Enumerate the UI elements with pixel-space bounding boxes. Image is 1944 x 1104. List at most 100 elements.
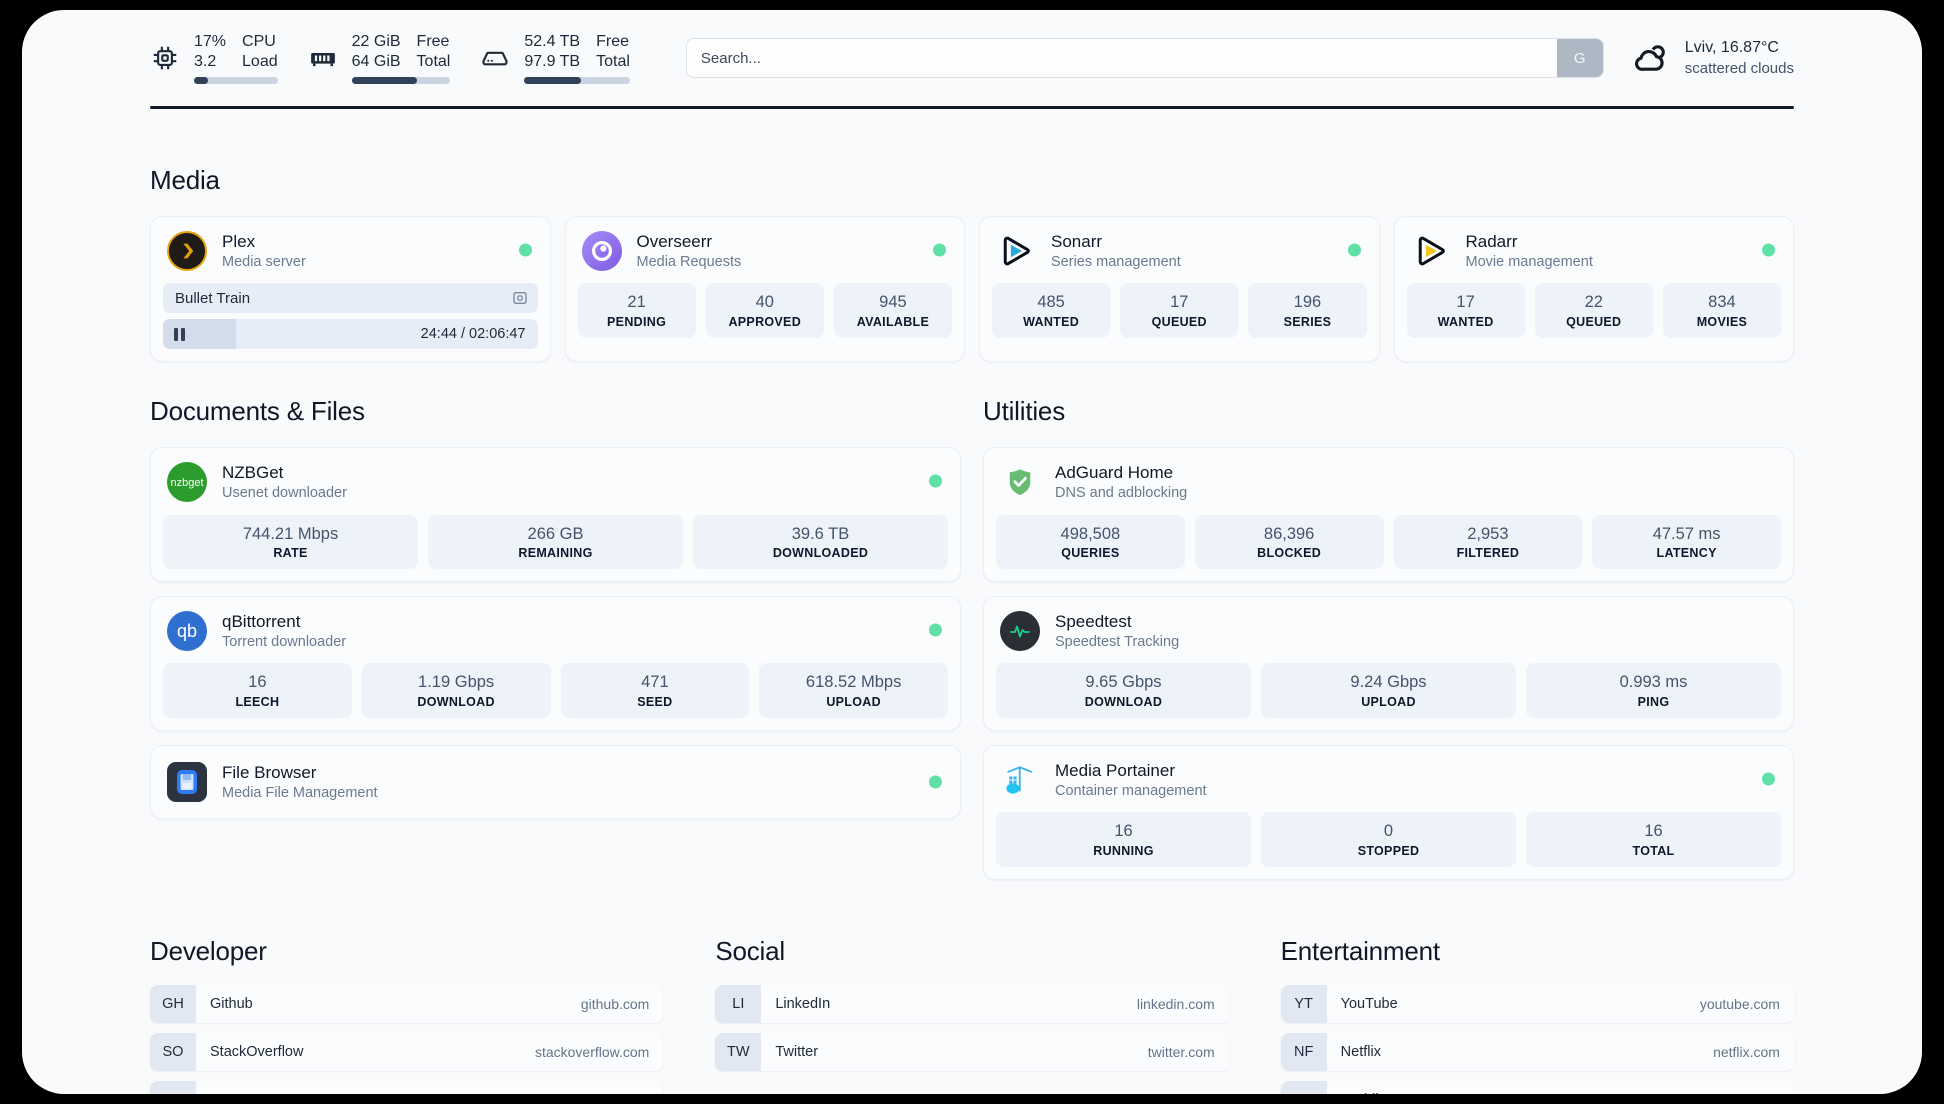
stat-tile: 2,953 FILTERED — [1393, 514, 1583, 570]
bookmark-host: github.com — [580, 995, 650, 1012]
playback-progress-bar[interactable]: 24:44 / 02:06:47 — [163, 319, 538, 350]
cpu-values: 17% 3.2 — [194, 32, 226, 71]
stat-label: SEED — [637, 694, 673, 709]
documents-section: Documents & Files nzbget NZBGet Usenet d… — [150, 396, 961, 879]
bookmark-item[interactable]: RE Reddit reddit.com — [1280, 1080, 1794, 1095]
card-stats: 16 RUNNING 0 STOPPED 16 TOTAL — [984, 812, 1793, 878]
service-desc: Media Requests — [636, 253, 742, 270]
bookmarks-area: Developer GH Github github.com SO StackO… — [22, 935, 1922, 1095]
card-header: AdGuard Home DNS and adblocking — [984, 448, 1793, 514]
stat-value: 9.24 Gbps — [1350, 673, 1427, 692]
bookmark-item[interactable]: NF Netflix netflix.com — [1280, 1032, 1794, 1071]
bookmark-item[interactable]: GH Github github.com — [150, 984, 664, 1023]
status-indicator-online — [518, 243, 532, 257]
stat-value: 834 — [1708, 293, 1736, 312]
service-card-sonarr[interactable]: Sonarr Series management 485 WANTED 17 Q… — [979, 216, 1380, 363]
stat-tile: 40 APPROVED — [705, 283, 824, 338]
card-stats: 21 PENDING 40 APPROVED 945 AVAILABLE — [566, 283, 965, 349]
service-card-portainer[interactable]: Media Portainer Container management 16 … — [983, 744, 1794, 880]
bookmark-host: linkedin.com — [1136, 995, 1215, 1012]
bookmark-name: Twitter — [775, 1043, 819, 1060]
stat-tile: 0 STOPPED — [1261, 812, 1516, 867]
search-bar[interactable]: G — [685, 38, 1604, 78]
service-name: File Browser — [222, 762, 317, 782]
search-engine-button[interactable]: G — [1556, 39, 1603, 77]
qbittorrent-logo: qb — [167, 611, 207, 652]
cpu-labels: CPU Load — [242, 32, 278, 71]
service-card-plex[interactable]: Plex Media server Bullet Train 24:44 / 0… — [150, 216, 551, 363]
ram-icon — [308, 43, 338, 73]
memory-label-top: Free — [416, 32, 450, 50]
bookmark-item[interactable]: SO StackOverflow stackoverflow.com — [150, 1032, 664, 1071]
bookmark-badge: RE — [1280, 1080, 1327, 1094]
memory-free: 22 GiB — [351, 32, 401, 50]
memory-stat-body: 22 GiB 64 GiB Free Total — [351, 32, 451, 85]
pause-icon[interactable] — [174, 327, 185, 341]
documents-section-title: Documents & Files — [150, 396, 365, 427]
stat-tile: 471 SEED — [560, 663, 750, 718]
cast-icon[interactable] — [512, 290, 528, 306]
bookmark-name: YouTube — [1340, 995, 1398, 1012]
status-indicator-online — [1347, 243, 1361, 257]
stat-tile: 9.24 Gbps UPLOAD — [1261, 663, 1516, 718]
service-card-adguard[interactable]: AdGuard Home DNS and adblocking 498,508 … — [983, 447, 1794, 583]
bookmark-host: reddit.com — [1715, 1081, 1794, 1095]
stat-tile: 16 RUNNING — [996, 812, 1251, 867]
adguard-logo — [1000, 462, 1040, 502]
service-card-overseerr[interactable]: Overseerr Media Requests 21 PENDING 40 A… — [564, 216, 965, 363]
bookmark-name: Github — [210, 995, 253, 1012]
service-desc: Torrent downloader — [222, 633, 347, 650]
stat-label: DOWNLOAD — [417, 694, 495, 709]
service-card-radarr[interactable]: Radarr Movie management 17 WANTED 22 QUE… — [1393, 216, 1794, 363]
bookmark-badge: LI — [715, 984, 762, 1023]
stat-value: 22 — [1584, 293, 1603, 312]
service-desc: Container management — [1055, 782, 1207, 799]
service-card-qbittorrent[interactable]: qb qBittorrent Torrent downloader 16 LEE… — [150, 596, 961, 731]
stat-label: UPLOAD — [1361, 694, 1416, 709]
stat-label: AVAILABLE — [856, 314, 930, 329]
service-name: Media Portainer — [1055, 760, 1176, 780]
disk-label-bottom: Total — [596, 52, 630, 70]
plex-logo — [167, 231, 207, 272]
stat-value: 16 — [1644, 822, 1663, 841]
service-desc: Movie management — [1465, 253, 1593, 270]
disk-labels: Free Total — [596, 32, 630, 71]
service-card-speedtest[interactable]: Speedtest Speedtest Tracking 9.65 Gbps D… — [983, 596, 1794, 731]
stat-value: 471 — [641, 673, 669, 692]
utilities-section-title: Utilities — [983, 396, 1065, 427]
speedtest-logo — [1000, 611, 1040, 652]
card-header: Media Portainer Container management — [984, 746, 1793, 812]
stat-value: 744.21 Mbps — [242, 524, 339, 543]
bookmark-group-title: Social — [715, 935, 785, 966]
disk-label-top: Free — [596, 32, 629, 50]
stat-tile: 0.993 ms PING — [1526, 663, 1781, 718]
cpu-label-bottom: Load — [242, 52, 278, 70]
stat-tile: 834 MOVIES — [1662, 283, 1782, 338]
card-stats: 744.21 Mbps RATE 266 GB REMAINING 39.6 T… — [151, 514, 960, 581]
stat-tile: 744.21 Mbps RATE — [163, 514, 418, 570]
service-desc: Usenet downloader — [222, 485, 347, 502]
bookmark-group-developer: Developer GH Github github.com SO StackO… — [150, 936, 664, 1094]
service-card-nzbget[interactable]: nzbget NZBGet Usenet downloader 744.21 M… — [150, 447, 961, 583]
bookmark-item[interactable]: TW Twitter twitter.com — [715, 1032, 1229, 1071]
stat-label: QUERIES — [1061, 546, 1120, 561]
stat-label: UPLOAD — [826, 694, 881, 709]
stat-label: APPROVED — [728, 314, 802, 329]
stat-label: QUEUED — [1151, 314, 1207, 329]
bookmark-item[interactable]: YT YouTube youtube.com — [1280, 984, 1794, 1023]
bookmark-item[interactable]: LI LinkedIn linkedin.com — [715, 984, 1229, 1023]
bookmark-item[interactable]: DT DEV dev.to — [150, 1080, 664, 1094]
cpu-stat-group: 17% 3.2 CPU Load — [150, 32, 278, 85]
card-stats: 485 WANTED 17 QUEUED 196 SERIES — [980, 283, 1379, 349]
search-input[interactable] — [686, 39, 1557, 77]
card-stats: 16 LEECH 1.19 Gbps DOWNLOAD 471 SEED 6 — [151, 663, 960, 729]
service-desc: Speedtest Tracking — [1055, 633, 1180, 650]
cpu-stat-body: 17% 3.2 CPU Load — [194, 32, 278, 85]
service-card-filebrowser[interactable]: File Browser Media File Management — [150, 744, 961, 820]
stat-label: TOTAL — [1632, 843, 1675, 858]
stat-value: 1.19 Gbps — [418, 673, 495, 692]
nzbget-logo: nzbget — [167, 462, 207, 503]
stat-tile: 16 TOTAL — [1526, 812, 1781, 867]
stat-tile: 17 WANTED — [1406, 283, 1525, 338]
cloud-icon — [1630, 37, 1672, 79]
